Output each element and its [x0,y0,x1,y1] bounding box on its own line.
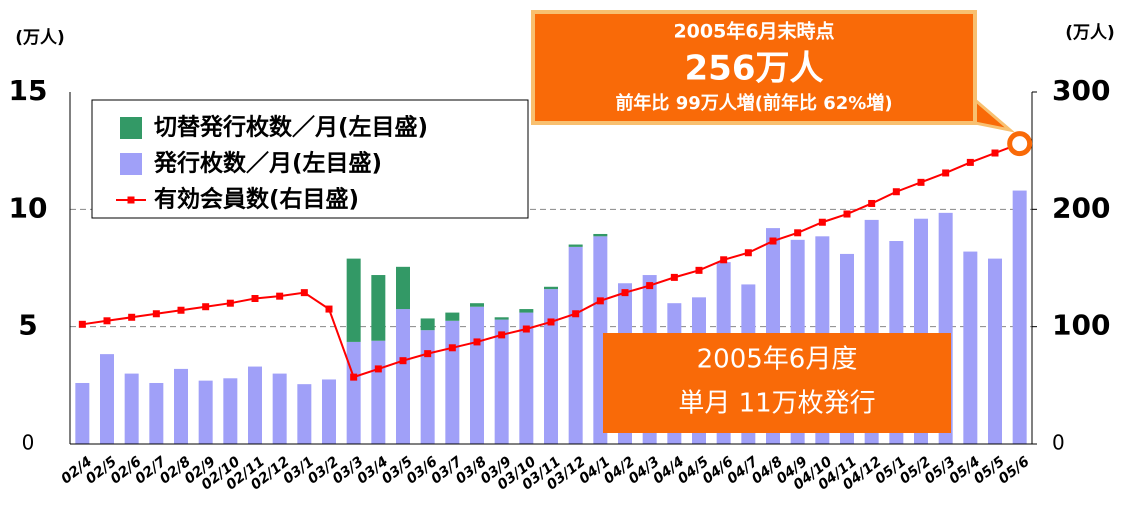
legend-box [91,99,529,219]
line-marker [646,282,654,290]
y2-unit-label: (万人) [1065,23,1115,43]
legend-swatch [120,153,142,175]
line-marker [843,210,851,218]
callout-line: 2005年6月末時点 [673,20,834,43]
line-marker [399,357,407,365]
bar [100,354,114,444]
line-marker [251,295,259,303]
bar [75,382,90,444]
line-marker [350,373,358,381]
line-marker [892,188,900,196]
bar [1012,190,1027,444]
legend-label: 有効会員数(右目盛) [154,186,359,213]
line-marker [744,249,752,257]
y-tick-label: 10 [9,191,48,224]
line-marker [374,365,382,373]
line-marker [325,305,333,313]
bar [396,309,410,444]
bar [346,258,361,342]
bar [519,309,534,313]
line-marker [300,289,308,297]
line-marker [621,289,629,297]
line-marker [424,350,432,358]
line-marker [966,158,974,166]
bar [963,251,978,444]
bar [371,340,386,444]
bar [568,246,583,444]
y-tick-label: 0 [22,431,35,455]
y2-tick-label: 200 [1052,191,1110,224]
bar [248,366,262,444]
line-marker [942,169,950,177]
highlight-ring [1007,131,1033,157]
note-line: 2005年6月度 [697,345,858,375]
callout-line: 前年比 99万人増(前年比 62%増) [615,92,892,114]
line-marker [794,229,802,237]
bar [988,258,1002,444]
line-marker [695,266,703,274]
bar [322,379,336,444]
bar [198,380,213,444]
line-marker [152,310,160,318]
line-marker [498,331,506,339]
line-marker [917,178,925,186]
bar [568,244,583,247]
line-marker [473,338,481,346]
bar [149,382,164,444]
bar [494,319,509,444]
line-marker [226,299,234,307]
note-box [603,333,951,433]
line-marker [670,273,678,281]
bar [519,312,534,444]
line-marker [818,218,826,226]
y2-tick-label: 300 [1052,74,1110,107]
bar [494,317,509,320]
bar [297,384,312,444]
line-marker [868,199,876,207]
bar [445,312,460,321]
line-marker [769,237,777,245]
line-marker [572,310,580,318]
y-tick-label: 15 [9,74,48,107]
line-marker [720,256,728,264]
legend-label: 切替発行枚数／月(左目盛) [154,114,428,141]
bar [593,233,608,237]
bar [420,330,435,444]
line-marker [78,320,86,328]
bar [544,286,558,290]
line-marker [522,325,530,333]
bar [470,306,484,444]
bar [470,303,484,307]
line-marker [596,297,604,305]
legend-swatch [120,117,142,139]
line-marker [276,292,284,300]
callout-line: 256万人 [685,49,824,89]
line-marker [202,303,210,311]
line-marker [177,306,185,314]
bar [445,320,460,444]
bar [124,373,139,444]
callout-box [531,10,977,125]
y-unit-label: (万人) [15,28,65,48]
bar [371,275,386,341]
y2-tick-label: 100 [1052,309,1110,342]
y-tick-label: 5 [18,309,37,342]
bar [223,378,238,444]
legend-label: 発行枚数／月(左目盛) [153,150,382,177]
note-line: 単月 11万枚発行 [678,389,875,419]
bar [272,373,287,444]
line-marker [991,149,999,157]
bar [174,368,188,444]
line-marker [547,318,555,326]
bar [396,266,410,310]
bar [420,318,435,331]
line-marker [103,317,111,325]
y2-tick-label: 0 [1052,431,1065,455]
line-marker [128,313,136,321]
line-marker [448,344,456,352]
legend-marker [127,196,135,204]
bar [346,341,361,444]
bar [544,289,558,444]
